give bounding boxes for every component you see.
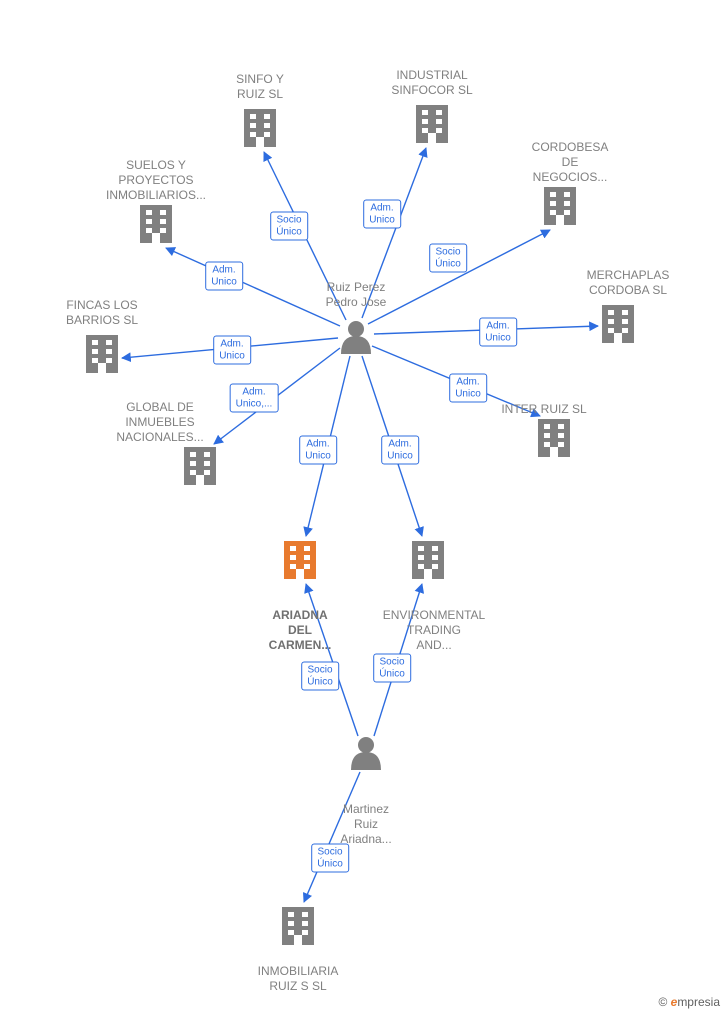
building-icon <box>544 187 576 225</box>
person-icon <box>341 321 371 354</box>
edge <box>122 338 338 358</box>
building-icon <box>282 907 314 945</box>
building-icon <box>412 541 444 579</box>
building-icon <box>416 105 448 143</box>
edge <box>306 584 358 736</box>
edge <box>362 148 426 318</box>
copyright-symbol: © <box>658 995 667 1009</box>
copyright-text: mpresia <box>677 995 720 1009</box>
building-icon <box>244 109 276 147</box>
person-icon <box>351 737 381 770</box>
edge <box>214 348 340 444</box>
edge <box>368 230 550 324</box>
network-svg <box>0 0 728 1015</box>
edge <box>304 772 360 902</box>
edge <box>166 248 340 326</box>
building-icon <box>86 335 118 373</box>
building-icon <box>184 447 216 485</box>
edge <box>306 356 350 536</box>
building-icon <box>284 541 316 579</box>
edge <box>264 152 346 320</box>
building-icon <box>140 205 172 243</box>
edge <box>372 346 540 416</box>
edge <box>362 356 422 536</box>
building-icon <box>538 419 570 457</box>
edge <box>374 584 422 736</box>
copyright: © empresia <box>658 995 720 1009</box>
building-icon <box>602 305 634 343</box>
edge <box>374 326 598 334</box>
